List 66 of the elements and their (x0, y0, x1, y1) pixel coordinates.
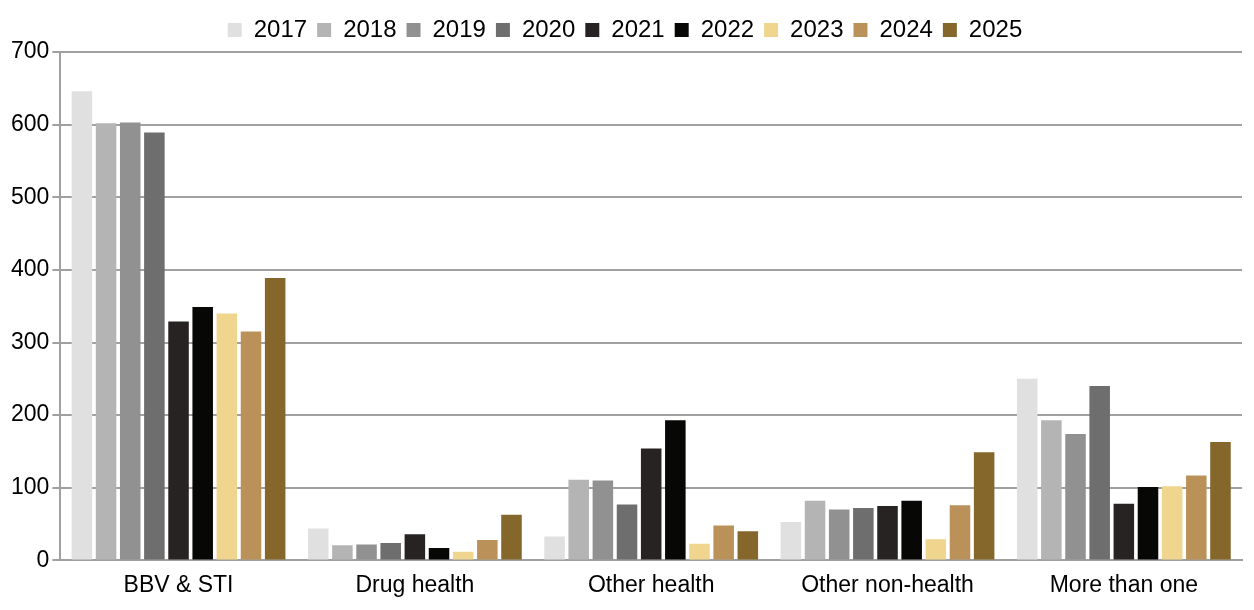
x-tick-label: BBV & STI (123, 570, 234, 597)
bar (780, 521, 802, 560)
x-tick-label: More than one (1049, 570, 1198, 597)
bar (1210, 442, 1231, 560)
bar (168, 321, 189, 560)
bar (380, 542, 401, 560)
bar (119, 122, 141, 560)
legend-label: 2017 (253, 14, 308, 42)
bar (71, 91, 93, 560)
bar (949, 505, 971, 560)
bar (477, 540, 498, 560)
bar (144, 132, 165, 560)
y-tick-label: 100 (11, 473, 50, 500)
bar (1137, 487, 1159, 560)
x-tick-label: Other health (587, 570, 715, 597)
y-tick-label: 400 (11, 255, 50, 282)
bar (568, 479, 589, 560)
bar (901, 500, 922, 560)
y-tick-label: 200 (11, 400, 50, 427)
bar (1065, 434, 1086, 560)
bar (332, 545, 353, 560)
bar (616, 504, 638, 560)
y-tick-label: 700 (11, 37, 50, 64)
bar (973, 452, 995, 560)
bar (1113, 503, 1135, 560)
legend-label: 2024 (879, 14, 933, 42)
x-tick-label: Other non-health (801, 570, 974, 597)
bar (1089, 386, 1110, 560)
bar (1161, 486, 1183, 560)
bar (828, 509, 850, 560)
x-tick-label: Drug health (355, 570, 475, 597)
bar (95, 123, 117, 560)
bar (192, 306, 213, 560)
y-tick-label: 500 (11, 182, 50, 209)
bar (877, 505, 898, 560)
bar (1186, 475, 1207, 560)
y-tick-label: 0 (36, 545, 50, 572)
y-tick-label: 300 (11, 327, 50, 354)
bar (640, 448, 662, 560)
bar (592, 480, 614, 560)
bar (544, 536, 565, 560)
bar (804, 500, 826, 560)
bar (307, 528, 329, 560)
bar (925, 539, 947, 560)
bar (665, 420, 686, 560)
bar (428, 548, 450, 560)
bar (216, 313, 238, 560)
legend-label: 2022 (700, 14, 755, 42)
legend-label: 2019 (432, 14, 486, 42)
bar (713, 525, 734, 560)
legend-label: 2025 (968, 14, 1023, 42)
y-tick-label: 600 (11, 109, 50, 136)
bar (1041, 420, 1062, 560)
bar (737, 531, 759, 560)
bar (1016, 378, 1038, 560)
bar (501, 514, 522, 560)
bar (356, 544, 377, 560)
legend-label: 2018 (343, 14, 397, 42)
bar (404, 534, 426, 560)
bar (264, 277, 286, 560)
bar (240, 331, 262, 560)
bar (853, 508, 874, 560)
bar (689, 543, 710, 560)
legend-label: 2023 (790, 14, 844, 42)
legend-label: 2021 (611, 14, 665, 42)
legend-label: 2020 (521, 14, 576, 42)
